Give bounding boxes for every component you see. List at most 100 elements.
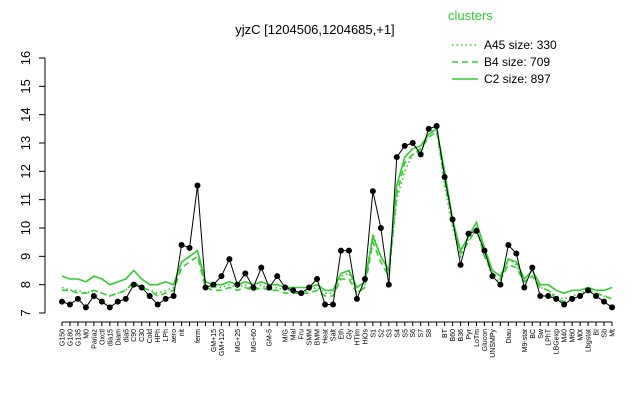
data-point [290, 287, 297, 294]
data-point [441, 174, 448, 180]
legend-title: clusters [448, 8, 493, 23]
data-point [449, 216, 456, 223]
data-point [298, 290, 305, 297]
x-tick-label: G150 [60, 329, 67, 346]
data-point [457, 261, 464, 268]
data-point [513, 250, 520, 257]
x-tick-label: Mal [291, 329, 298, 341]
data-point [377, 225, 384, 231]
x-tick-label: Pyr [466, 328, 473, 339]
data-point [393, 154, 400, 161]
x-tick-label: HPh [155, 329, 162, 343]
data-point [337, 247, 344, 254]
data-point [401, 142, 408, 149]
data-point [593, 293, 600, 299]
x-tick-label: ferm [195, 329, 202, 343]
y-tick-label: 7 [18, 309, 33, 316]
x-tick-label: Eth [338, 329, 345, 340]
x-tick-label: LPh [163, 329, 170, 342]
x-tick-label: C30 [139, 329, 146, 342]
x-tick-label: S6 [410, 329, 417, 338]
data-point [353, 295, 360, 302]
data-point [409, 140, 416, 146]
x-tick-label: MG+25 [235, 329, 242, 352]
data-line [61, 125, 613, 309]
data-point [106, 304, 113, 311]
data-point [465, 230, 472, 237]
data-point [314, 276, 321, 282]
chart-title: yjzC [1204506,1204685,+1] [235, 22, 394, 37]
data-point [473, 227, 480, 234]
y-tick-label: 8 [18, 281, 33, 288]
x-tick-label: BT [442, 328, 449, 338]
x-tick-label: S7 [418, 329, 425, 338]
data-point [266, 284, 273, 291]
data-point [242, 270, 249, 277]
y-tick-label: 9 [18, 253, 33, 260]
x-tick-label: dia15 [107, 329, 114, 346]
data-point [146, 293, 153, 299]
x-tick-label: GM+120 [219, 329, 226, 356]
data-point [74, 295, 81, 302]
data-point [186, 244, 193, 251]
x-tick-label: G180 [67, 329, 74, 346]
data-point [114, 298, 121, 305]
cluster-line [62, 130, 613, 303]
data-point [218, 273, 225, 280]
x-tick-label: S1 [370, 329, 377, 338]
data-point [154, 301, 161, 308]
x-tick-label: B60 [450, 329, 457, 342]
x-tick-label: M9-stat [522, 329, 529, 352]
x-tick-label: HTim [354, 329, 361, 346]
y-tick-label: 10 [18, 221, 33, 235]
data-point [481, 247, 488, 254]
y-tick-label: 13 [18, 136, 33, 150]
x-tick-label: S8 [426, 329, 433, 338]
data-point [322, 301, 329, 308]
x-tick-label: SMM [307, 329, 314, 346]
data-point [569, 295, 576, 302]
x-tick-label: Sb [602, 329, 609, 338]
data-point [585, 287, 592, 294]
data-point [361, 276, 368, 282]
data-point [59, 298, 65, 305]
data-point [425, 125, 432, 132]
y-tick-label: 12 [18, 164, 33, 178]
data-point [82, 304, 89, 311]
data-point [202, 284, 209, 291]
x-tick-label: Diau [506, 329, 513, 344]
data-point [505, 242, 512, 248]
data-point [226, 256, 233, 263]
x-tick-label: GM-5 [267, 329, 274, 347]
data-point [178, 242, 185, 248]
y-tick-label: 15 [18, 79, 33, 93]
legend-label: B4 size: 709 [484, 55, 550, 69]
data-point [122, 295, 129, 302]
x-tick-label: UNSMPy [490, 329, 497, 358]
x-tick-label: LoTm [474, 329, 481, 347]
x-tick-label: S4 [394, 329, 401, 338]
x-tick-label: Sw [538, 328, 545, 339]
data-point [537, 293, 544, 299]
data-point [489, 273, 496, 280]
data-point [138, 284, 145, 291]
x-tick-label: Glucon [482, 329, 489, 351]
data-point [98, 298, 105, 305]
y-tick-label: 11 [18, 193, 33, 207]
x-tick-label: M0t [578, 329, 585, 341]
data-point [282, 284, 289, 291]
data-point [90, 293, 97, 299]
legend-label: C2 size: 897 [484, 72, 551, 86]
x-tick-label: LPhT [546, 328, 553, 345]
data-point [433, 123, 440, 129]
x-tick-label: LBGexp [554, 329, 561, 354]
x-tick-label: G135 [75, 329, 82, 346]
data-point [417, 151, 424, 158]
x-tick-label: C90 [131, 329, 138, 342]
x-tick-label: aero [171, 329, 178, 343]
x-tick-label: Salt [331, 329, 338, 341]
y-tick-label: 16 [18, 51, 33, 65]
legend-label: A45 size: 330 [484, 38, 557, 52]
x-tick-label: S5 [402, 329, 409, 338]
